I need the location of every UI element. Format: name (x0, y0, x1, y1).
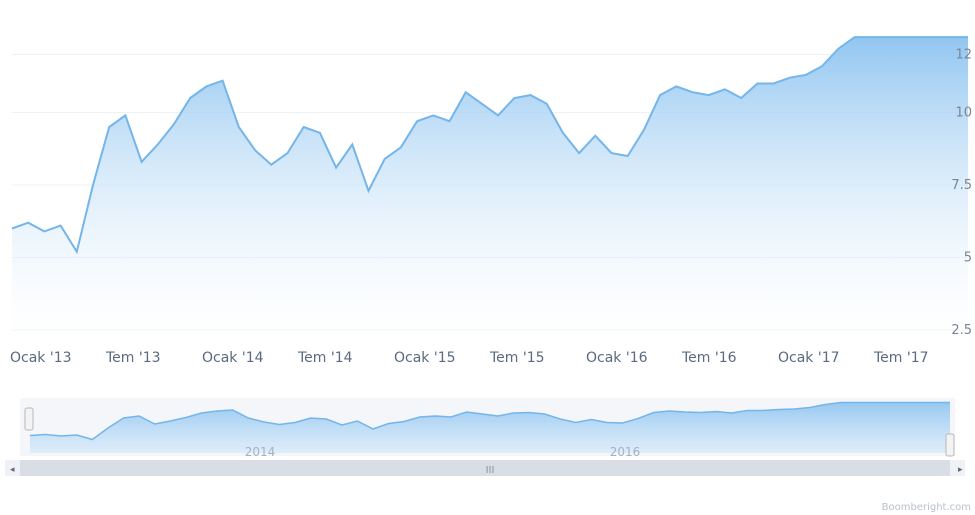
navigator-right-handle[interactable] (945, 433, 955, 457)
x-tick-label: Tem '14 (297, 350, 353, 366)
scrollbar-grip[interactable]: III (486, 465, 495, 476)
navigator-left-handle[interactable] (24, 407, 34, 431)
y-axis-ticks: 2.5 5 7.5 10 12 (951, 48, 972, 339)
x-tick-label: Tem '17 (873, 350, 929, 366)
x-tick-label: Ocak '15 (394, 350, 456, 366)
credit-label[interactable]: Boomberight.com (881, 502, 971, 513)
x-tick-label: Ocak '16 (586, 350, 648, 366)
y-tick-label: 10 (955, 106, 972, 121)
navigator-line (29, 401, 950, 441)
scrollbar-thumb[interactable] (20, 460, 950, 476)
scrollbar-right-arrow[interactable]: ▸ (958, 465, 963, 475)
x-tick-label: Ocak '17 (778, 350, 840, 366)
navigator-area (30, 402, 950, 453)
x-tick-label: Tem '15 (489, 350, 545, 366)
y-tick-label: 7.5 (951, 178, 972, 193)
navigator-labels: 2014 2016 (245, 445, 641, 459)
main-chart: Ocak '13 Tem '13 Ocak '14 Tem '14 Ocak '15 Te… (10, 36, 972, 366)
navigator[interactable]: 2014 2016 III ◂ ▸ (0, 388, 975, 488)
y-tick-label: 2.5 (951, 323, 972, 338)
x-tick-label: Tem '13 (105, 350, 161, 366)
price-area (12, 37, 968, 340)
y-tick-label: 5 (964, 251, 972, 266)
x-axis-ticks: Ocak '13 Tem '13 Ocak '14 Tem '14 Ocak '15 Te… (10, 350, 929, 366)
price-line (11, 36, 968, 255)
x-tick-label: Ocak '14 (202, 350, 264, 366)
navigator-year-label: 2014 (245, 445, 276, 459)
scrollbar-left-arrow[interactable]: ◂ (10, 465, 15, 475)
y-tick-label: 12 (955, 48, 972, 63)
x-tick-label: Ocak '13 (10, 350, 72, 366)
x-tick-label: Tem '16 (681, 350, 737, 366)
navigator-year-label: 2016 (610, 445, 641, 459)
